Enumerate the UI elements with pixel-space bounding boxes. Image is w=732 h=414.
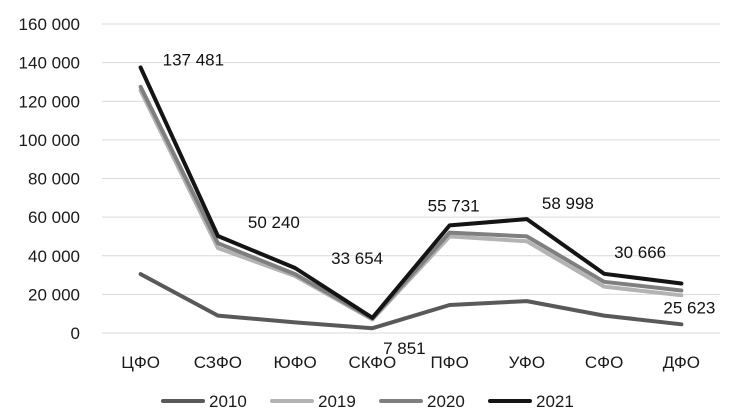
legend-label-2021: 2021 [536,392,574,411]
y-axis-tick-labels: 0 20 000 40 000 60 000 80 000 100 000 120 000 1… [19,15,80,343]
data-label: 58 998 [542,194,594,213]
series-line-2021 [138,65,684,320]
x-tick-label: ДФО [663,353,700,372]
y-tick-label: 100 000 [19,131,80,150]
series-line-2020 [138,84,684,321]
x-tick-label: ЮФО [273,353,316,372]
y-tick-label: 60 000 [28,208,80,227]
y-tick-label: 20 000 [28,285,80,304]
y-tick-label: 140 000 [19,54,80,73]
x-tick-label: ЦФО [121,353,160,372]
data-label: 25 623 [663,299,715,318]
y-tick-label: 0 [71,324,80,343]
y-tick-label: 120 000 [19,92,80,111]
y-tick-label: 80 000 [28,170,80,189]
x-axis-tick-labels: ЦФО СЗФО ЮФО СКФО ПФО УФО СФО ДФО [121,353,700,372]
series-line-2010 [138,272,684,331]
y-tick-label: 160 000 [19,15,80,34]
data-label: 33 654 [331,249,383,268]
x-tick-label: СФО [585,353,623,372]
data-label: 50 240 [248,213,300,232]
legend-label-2019: 2019 [318,392,356,411]
data-label: 30 666 [614,243,666,262]
gridlines [102,23,720,334]
x-tick-label: СЗФО [194,353,242,372]
x-tick-label: ПФО [430,353,468,372]
data-label: 7 851 [383,339,426,358]
x-tick-label: УФО [509,353,545,372]
legend: 2010 2019 2020 2021 [161,392,574,411]
data-labels: 137 481 50 240 33 654 7 851 55 731 58 998 30 6… [163,50,716,357]
legend-label-2020: 2020 [427,392,465,411]
y-tick-label: 40 000 [28,247,80,266]
data-label: 137 481 [163,50,224,69]
data-label: 55 731 [428,196,480,215]
legend-label-2010: 2010 [209,392,247,411]
x-tick-label: СКФО [349,353,397,372]
series-line-2019 [138,88,684,322]
series-lines [138,65,684,331]
